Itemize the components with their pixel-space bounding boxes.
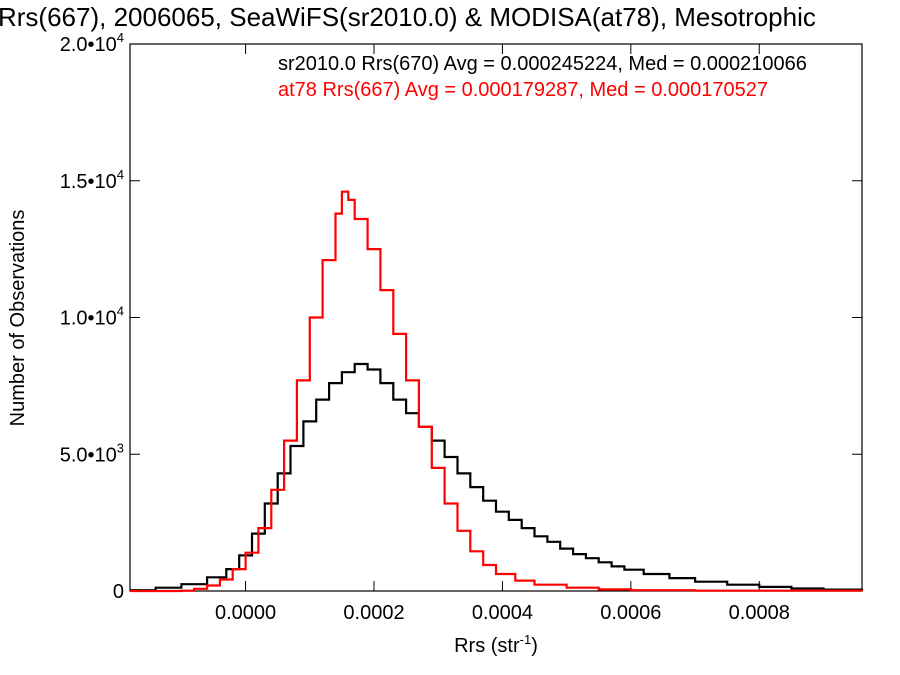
series-layer [129,190,864,593]
x-tick-label: 0.0000 [215,602,276,624]
series-line-1 [130,190,864,593]
y-tick-label: 1.5•104 [60,167,124,193]
y-tick-label: 2.0•104 [60,30,124,56]
x-tick-label: 0.0008 [729,602,790,624]
y-tick-label: 0 [113,581,124,603]
y-tick-label: 5.0•103 [60,440,124,466]
x-axis-ticks: 0.0000 0.0002 0.0004 0.0006 0.0008 [215,44,790,624]
y-axis-ticks: 0 5.0•103 1.0•104 1.5•104 2.0•104 [60,30,862,603]
x-tick-label: 0.0004 [472,602,533,624]
legend-entry-red: at78 Rrs(667) Avg = 0.000179287, Med = 0… [278,79,768,101]
x-tick-label: 0.0002 [343,602,404,624]
y-tick-label: 1.0•104 [60,304,124,330]
chart-title: Rrs(667), 2006065, SeaWiFS(sr2010.0) & M… [0,2,816,32]
series-line-0 [130,362,864,592]
x-tick-label: 0.0006 [600,602,661,624]
x-axis-label: Rrs (str-1) [454,632,538,657]
legend-entry-black: sr2010.0 Rrs(670) Avg = 0.000245224, Med… [278,53,807,75]
y-axis-label: Number of Observations [7,210,29,427]
